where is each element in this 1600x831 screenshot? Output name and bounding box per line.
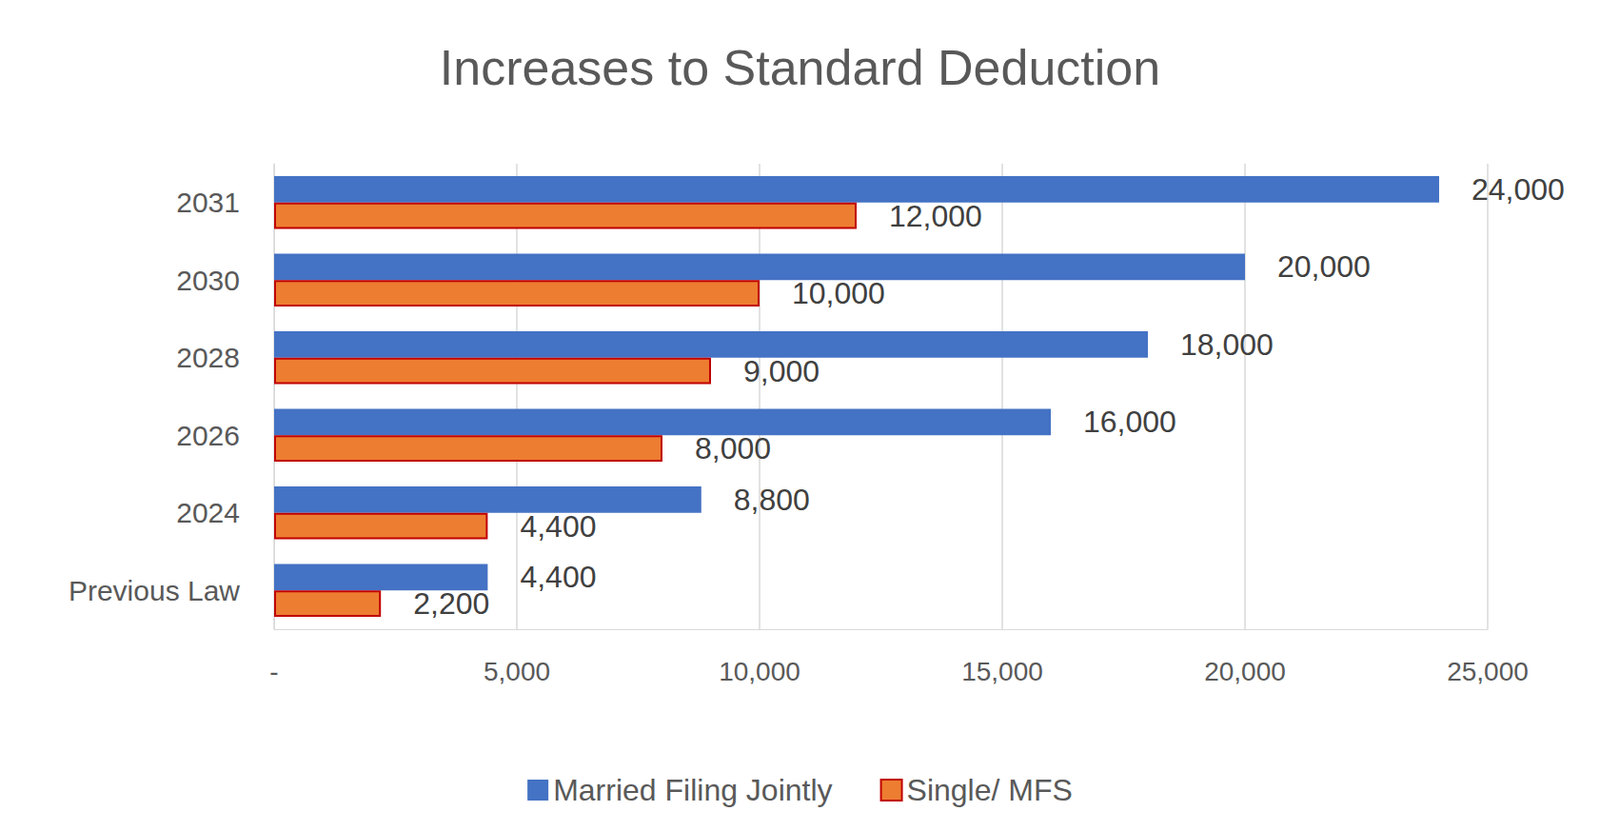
svg-text:2028: 2028 (176, 341, 240, 374)
svg-text:Single/ MFS: Single/ MFS (907, 772, 1073, 808)
svg-text:2024: 2024 (176, 496, 240, 529)
svg-text:Married Filing Jointly: Married Filing Jointly (553, 772, 832, 808)
svg-text:25,000: 25,000 (1446, 656, 1529, 687)
svg-text:24,000: 24,000 (1471, 172, 1565, 207)
svg-text:4,400: 4,400 (519, 559, 596, 594)
svg-text:2,200: 2,200 (413, 586, 490, 621)
svg-text:9,000: 9,000 (743, 354, 820, 389)
svg-text:10,000: 10,000 (791, 276, 886, 311)
svg-text:Previous Law: Previous Law (68, 574, 240, 607)
svg-text:18,000: 18,000 (1180, 327, 1274, 362)
svg-text:5,000: 5,000 (483, 656, 551, 687)
svg-text:10,000: 10,000 (718, 656, 801, 687)
svg-text:2030: 2030 (176, 264, 240, 297)
svg-text:2031: 2031 (176, 186, 240, 218)
svg-text:15,000: 15,000 (961, 656, 1044, 687)
svg-text:4,400: 4,400 (519, 509, 596, 544)
svg-text:12,000: 12,000 (888, 198, 983, 234)
svg-text:8,800: 8,800 (733, 482, 810, 517)
svg-text:8,000: 8,000 (694, 431, 771, 466)
svg-text:-: - (269, 656, 278, 687)
svg-text:16,000: 16,000 (1083, 404, 1177, 439)
svg-text:20,000: 20,000 (1277, 249, 1371, 284)
svg-text:20,000: 20,000 (1204, 656, 1286, 687)
svg-text:2026: 2026 (176, 419, 240, 452)
svg-text:Increases to Standard Deductio: Increases to Standard Deduction (439, 39, 1161, 96)
